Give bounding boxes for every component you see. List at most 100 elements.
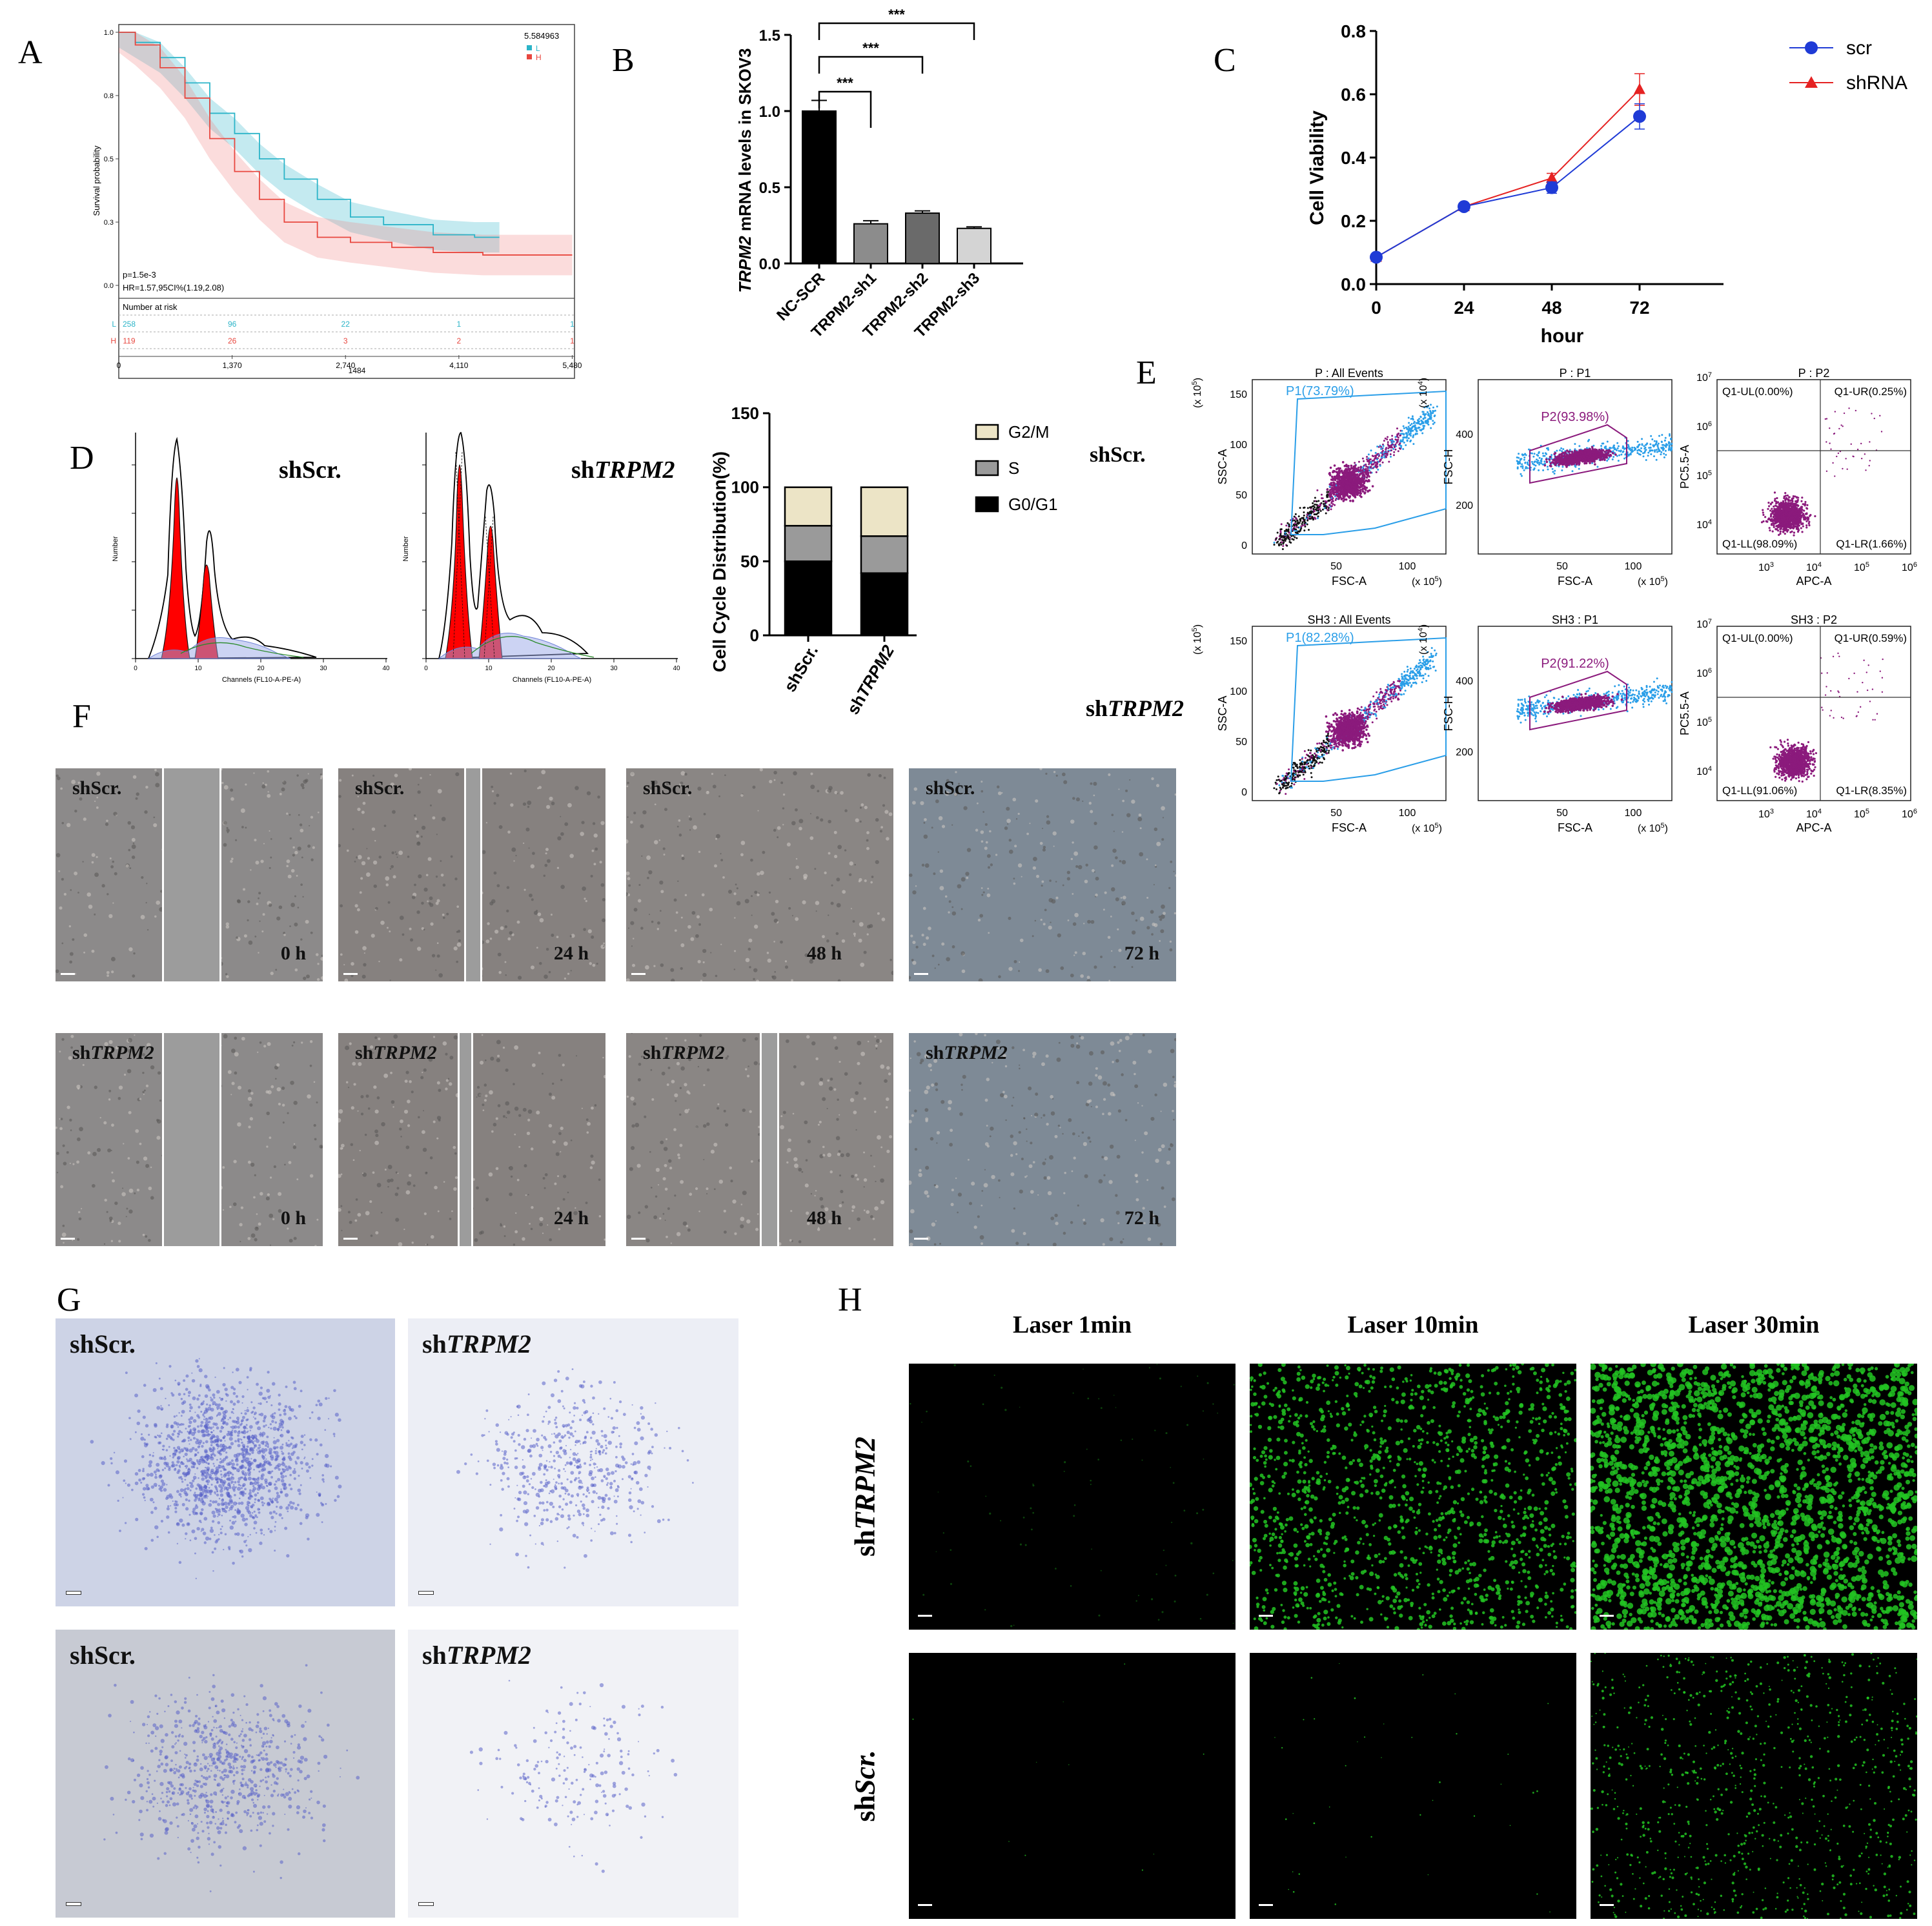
flow-tick: 200 <box>1456 747 1473 758</box>
flow-xlabel-fsca: FSC-A <box>1558 821 1592 834</box>
flow-unit: (x 104) <box>1417 378 1429 408</box>
panel-label-b: B <box>612 42 635 79</box>
flow-plot-title: SH3 : P2 <box>1791 613 1837 626</box>
cellcycle-category: shTRPM2 <box>843 642 898 718</box>
qpcr-bar <box>802 110 837 264</box>
sig-stars: *** <box>862 40 879 56</box>
scale-bar <box>1600 1904 1614 1906</box>
fluorescence-image <box>1250 1364 1576 1630</box>
hist-xtick: 40 <box>382 665 390 672</box>
wound-group-label: shTRPM2 <box>926 1042 1008 1063</box>
hist-xtick: 0 <box>424 665 428 672</box>
km-frame <box>118 24 575 379</box>
flow-tick: 100 <box>1230 686 1247 697</box>
panel-label-g: G <box>57 1282 81 1318</box>
scale-bar <box>418 1902 434 1906</box>
cellcycle-segment <box>784 560 833 637</box>
cellcycle-legend-label: S <box>1008 458 1019 478</box>
km-xtick: 2,740 <box>336 361 355 370</box>
viability-ytick: 0.4 <box>1341 148 1366 168</box>
laser-column-header: Laser 30min <box>1688 1311 1820 1338</box>
viability-point-shrna <box>1546 171 1558 183</box>
panel-label-h: H <box>838 1282 862 1318</box>
gate-p2 <box>1529 424 1627 484</box>
quadrant-ul: Q1-UL(0.00%) <box>1722 632 1793 644</box>
km-risk-group: L <box>112 320 116 329</box>
km-risk-count: 1 <box>570 336 575 345</box>
km-ytick: 1.0 <box>104 29 114 37</box>
viability-xtick: 24 <box>1454 298 1474 318</box>
transwell-label: shTRPM2 <box>422 1329 531 1358</box>
flow-plot-title: P : P1 <box>1560 367 1591 380</box>
laser-column-header: Laser 1min <box>1012 1311 1132 1338</box>
km-xtick: 4,110 <box>449 361 468 370</box>
scale-bar <box>343 1238 358 1240</box>
transwell-image: shTRPM2 <box>408 1318 738 1606</box>
scale-bar <box>61 973 75 975</box>
wound-image: shTRPM2 0 h <box>56 1033 323 1246</box>
km-survival-chart: Survival probability 0.0 0.3 0.5 0.8 1.0 5.5… <box>92 24 582 379</box>
flow-unit: (x 105) <box>1191 624 1203 655</box>
wound-group-label: shScr. <box>72 777 122 799</box>
flow-xlabel-apc: APC-A <box>1796 575 1831 588</box>
scale-bar <box>631 1238 646 1240</box>
wound-time-label: 72 h <box>1124 1207 1159 1229</box>
gate-p1-label: P1(82.28%) <box>1286 631 1354 645</box>
km-ytick: 0.3 <box>104 219 114 227</box>
cellcycle-ytick: 150 <box>731 404 759 423</box>
wound-image: shScr. 48 h <box>626 768 893 981</box>
cell-cycle-histogram-shtrpm2: Number Channels (FL10-A-PE-A) 0 10 20 30 40 … <box>402 432 680 684</box>
panel-label-c: C <box>1214 42 1236 79</box>
gate-p1 <box>1290 637 1447 782</box>
sig-bracket <box>818 56 924 74</box>
cellcycle-segment <box>860 535 909 574</box>
legend-shrna: shRNA <box>1846 72 1907 94</box>
hist-xtick: 0 <box>134 665 137 672</box>
flow-unit: (x 105) <box>1638 822 1668 834</box>
qpcr-ytick: 1.0 <box>759 103 780 121</box>
hist2-label: shTRPM2 <box>571 456 675 484</box>
wound-image: shTRPM2 24 h <box>338 1033 605 1246</box>
scale-bar <box>343 973 358 975</box>
cellcycle-ytick: 0 <box>750 626 759 645</box>
flow-plot-title: P : All Events <box>1315 367 1383 380</box>
cellcycle-ytick: 50 <box>740 551 759 571</box>
fluorescence-grid: Laser 1min Laser 10min Laser 30min shTRPM2 s… <box>839 1311 1930 1924</box>
flow-tick: 100 <box>1625 561 1642 572</box>
flow-tick: 0 <box>1241 787 1247 798</box>
flow-tick: 50 <box>1556 808 1568 819</box>
fluorescence-image <box>1591 1653 1917 1919</box>
quadrant-ll: Q1-LL(91.06%) <box>1722 784 1797 797</box>
flow-tick: 106 <box>1902 808 1917 820</box>
hist-xtick: 10 <box>485 665 493 672</box>
gate-p1-label: P1(73.79%) <box>1286 384 1354 398</box>
cellcycle-category: shScr. <box>780 642 822 695</box>
km-risk-count: 2 <box>457 336 462 345</box>
km-risk-count: 1 <box>570 320 575 329</box>
wound-image: shTRPM2 72 h <box>909 1033 1176 1246</box>
cellcycle-legend-swatch <box>975 496 999 513</box>
km-curve-l <box>119 32 500 238</box>
fluorescence-row-label: shTRPM2 <box>849 1437 881 1557</box>
km-legend-l: L <box>536 44 540 53</box>
hist-xtick: 20 <box>257 665 265 672</box>
d-bottom-label: shTRPM2 <box>1086 695 1185 721</box>
viability-xtick: 48 <box>1541 298 1561 318</box>
scale-bar <box>918 1904 932 1906</box>
scale-bar <box>418 1591 434 1595</box>
laser-column-header: Laser 10min <box>1347 1311 1479 1338</box>
flow-tick: 105 <box>1696 716 1712 728</box>
flow-ylabel-pc55: PC5.5-A <box>1678 692 1691 735</box>
flow-xlabel-fsca: FSC-A <box>1558 575 1592 588</box>
fluorescence-image <box>909 1364 1235 1630</box>
wound-time-label: 0 h <box>280 1207 306 1229</box>
fluorescence-image <box>1591 1364 1917 1630</box>
flow-tick: 103 <box>1758 561 1774 573</box>
sig-stars: *** <box>837 75 853 91</box>
km-curve-h <box>119 32 573 256</box>
flow-tick: 100 <box>1399 808 1416 819</box>
qpcr-ytick: 1.5 <box>759 27 780 45</box>
fluorescence-image <box>1250 1653 1576 1919</box>
km-x-extra: 1484 <box>349 366 366 375</box>
